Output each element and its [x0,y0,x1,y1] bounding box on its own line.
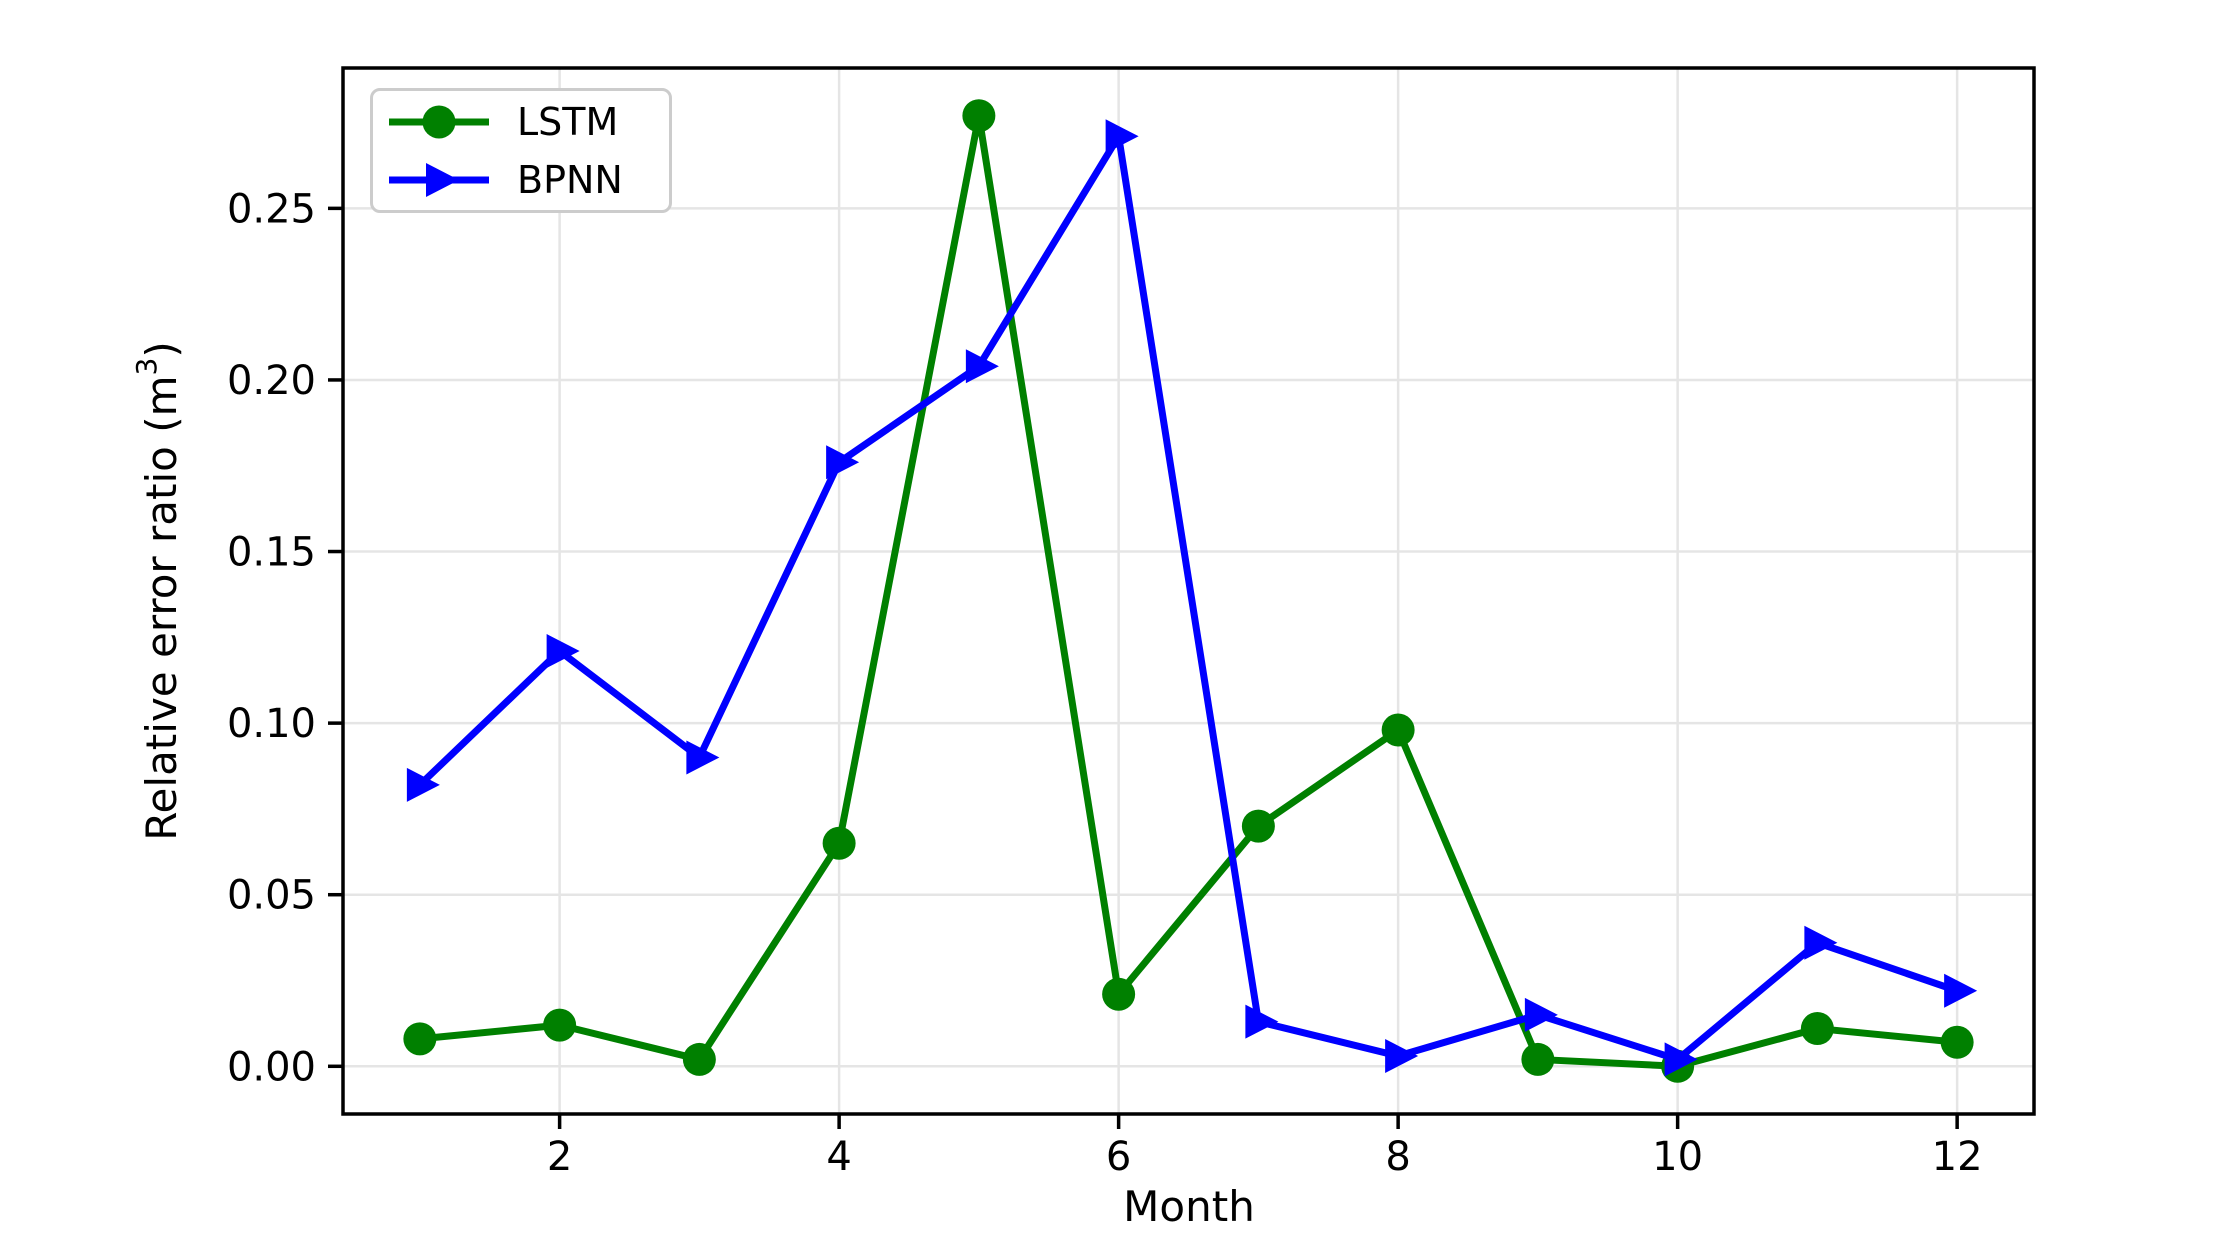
lstm-line [416,112,1961,1070]
legend: LSTM BPNN [370,88,672,213]
lstm-marker [1381,713,1415,747]
bpnn-marker [826,445,860,480]
lstm-marker [1800,1012,1834,1046]
bpnn-marker [1664,1042,1698,1077]
y-axis-title: Relative error ratio (m3) [130,341,186,841]
lstm-marker [1940,1025,1974,1059]
lstm-marker [1241,809,1275,843]
y-tick-label: 0.15 [227,530,316,576]
bpnn-line [416,132,1961,1063]
x-axis-title: Month [1123,1182,1255,1231]
y-tick-label: 0.20 [227,358,316,404]
lstm-marker [1521,1042,1555,1076]
lstm-marker [403,1022,437,1056]
bpnn-marker [965,349,999,384]
x-tick-label: 8 [1385,1134,1410,1180]
ticks: 2 4 6 8 10 12 0.00 0.05 0.10 0.15 0.20 0.25 [227,186,1983,1180]
axes-box [341,66,2036,1116]
bpnn-marker [1385,1039,1419,1074]
legend-label-lstm: LSTM [517,99,619,144]
bpnn-marker [686,740,720,775]
bpnn-marker [546,634,580,669]
x-tick-label: 10 [1652,1134,1703,1180]
bpnn-marker [1524,997,1558,1032]
lstm-marker [962,99,996,133]
lstm-marker [543,1008,577,1042]
bpnn-line-sample [389,162,489,197]
x-tick-label: 6 [1106,1134,1131,1180]
lstm-marker [1102,977,1136,1011]
bpnn-marker [1804,925,1838,960]
bpnn-marker [1245,1004,1279,1039]
y-axis-title-superscript: 3 [130,357,163,376]
y-tick-label: 0.00 [227,1044,316,1090]
y-tick-label: 0.05 [227,873,316,919]
x-tick-label: 2 [547,1134,572,1180]
lstm-line-sample [389,105,489,138]
lstm-marker [682,1042,716,1076]
series-bpnn [406,119,1978,1077]
legend-label-bpnn: BPNN [517,157,623,202]
bpnn-sample-marker [426,162,459,197]
legend-item-lstm: LSTM [387,98,655,146]
bpnn-marker [1105,119,1139,154]
y-tick-label: 0.25 [227,186,316,232]
lstm-marker [822,826,856,860]
x-tick-label: 12 [1932,1134,1983,1180]
y-axis-title-close: ) [137,341,186,358]
y-tick-label: 0.10 [227,701,316,747]
x-tick-label: 4 [826,1134,851,1180]
legend-item-bpnn: BPNN [387,156,655,204]
bpnn-marker [406,767,440,802]
y-axis-title-text: Relative error ratio (m [137,375,186,841]
bpnn-marker [1944,973,1978,1008]
lstm-sample-marker [422,105,456,138]
